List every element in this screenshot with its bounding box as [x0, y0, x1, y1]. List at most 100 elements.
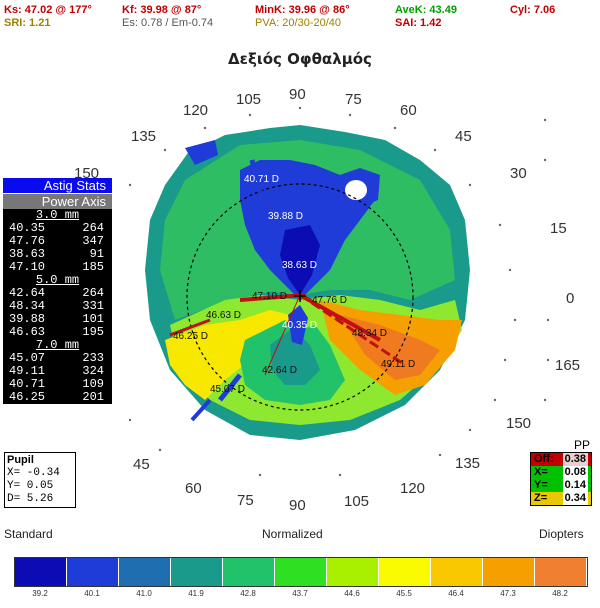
map-label: 45.07 D — [210, 384, 246, 395]
scale-tick-label: 45.5 — [396, 589, 412, 598]
scale-tick-label: 40.1 — [84, 589, 100, 598]
scale-tick-label: 39.2 — [32, 589, 48, 598]
astig-axis: 264 — [82, 221, 104, 235]
cyl-value: Cyl: 7.06 — [510, 4, 556, 16]
scale-swatch — [483, 558, 535, 586]
pp-z-label: Z= — [534, 492, 548, 504]
angle-label: 15 — [550, 220, 567, 237]
pva-value: PVA: 20/30-20/40 — [255, 17, 342, 29]
angle-label: 105 — [236, 91, 262, 108]
map-label: 42.64 D — [262, 365, 298, 376]
scale-swatch — [275, 558, 327, 586]
axis-marker — [169, 318, 211, 337]
scale-tick-label: 44.6 — [344, 589, 360, 598]
color-scale-ticks: 39.2 40.1 41.0 41.9 42.8 43.7 44.6 45.5 46.4 47.3… — [14, 589, 586, 598]
scale-tick-label: 41.9 — [188, 589, 204, 598]
astig-row: 38.63 91 — [3, 248, 112, 261]
angle-label: 135 — [131, 128, 157, 145]
mink-value: MinK: 39.96 @ 86° — [255, 4, 350, 16]
map-label: 47.10 D — [252, 291, 288, 302]
pp-x-value: 0.08 — [562, 466, 588, 479]
angle-label: 150 — [506, 415, 532, 432]
angle-label: 45 — [455, 128, 472, 145]
astig-axis: 195 — [82, 325, 104, 339]
pp-off-value: 0.38 — [562, 453, 588, 466]
angle-label: 60 — [400, 102, 417, 119]
astig-axis: 331 — [82, 299, 104, 313]
astig-row: 47.76 347 — [3, 235, 112, 248]
astig-power: 39.88 — [9, 312, 46, 326]
astig-power: 47.10 — [9, 260, 46, 274]
scale-type-normalized[interactable]: Normalized — [262, 527, 323, 541]
kf-value: Kf: 39.98 @ 87° — [122, 4, 202, 16]
astig-axis: 201 — [82, 390, 104, 404]
astig-row: 45.07 233 — [3, 352, 112, 365]
topography-map — [98, 106, 550, 477]
pp-z-row: Z= 0.34 — [531, 492, 591, 505]
astig-axis: 264 — [82, 286, 104, 300]
axis-marker — [299, 293, 406, 367]
angle-label: 90 — [289, 86, 306, 103]
header-stats: Ks: 47.02 @ 177° Kf: 39.98 @ 87° MinK: 3… — [0, 0, 600, 34]
angle-label: 135 — [455, 455, 481, 472]
angle-labels: 90 105 75 120 60 135 45 150 30 15 0 165 … — [74, 86, 580, 514]
pupil-d: D= 5.26 — [7, 493, 54, 505]
power-axis-header[interactable]: Power Axis — [3, 193, 112, 209]
angle-label: 90 — [289, 497, 306, 514]
astig-axis: 185 — [82, 260, 104, 274]
axis-marker — [190, 398, 212, 422]
astig-power: 48.34 — [9, 299, 46, 313]
scale-swatch — [15, 558, 67, 586]
astig-row: 46.63 195 — [3, 326, 112, 339]
angle-ticks — [98, 106, 550, 477]
map-label: 40.35 D — [282, 320, 318, 331]
map-label: 38.63 D — [282, 260, 318, 271]
astig-power: 38.63 — [9, 247, 46, 261]
page-title: Δεξιός Οφθαλμός — [228, 50, 372, 68]
scale-swatch — [223, 558, 275, 586]
axis-marker — [264, 294, 301, 376]
map-label: 47.76 D — [312, 295, 348, 306]
astig-power: 46.25 — [9, 390, 46, 404]
astig-power: 45.07 — [9, 351, 46, 365]
pupil-y: Y= 0.05 — [7, 480, 54, 492]
scale-swatch — [67, 558, 119, 586]
scale-tick-label: 46.4 — [448, 589, 464, 598]
angle-label: 75 — [345, 91, 362, 108]
pp-box: PP Off: 0.38 X= 0.08 Y= 0.14 Z= 0.34 — [530, 438, 592, 506]
astig-row: 39.88 101 — [3, 313, 112, 326]
map-label: 46.63 D — [206, 310, 242, 321]
astig-power: 42.64 — [9, 286, 46, 300]
astig-power: 49.11 — [9, 364, 46, 378]
pp-z-value: 0.34 — [562, 492, 588, 505]
map-label: 48.34 D — [352, 328, 388, 339]
astig-power: 47.76 — [9, 234, 46, 248]
scale-swatch — [119, 558, 171, 586]
sai-value: SAI: 1.42 — [395, 17, 442, 29]
pupil-circle — [186, 183, 414, 411]
angle-label: 105 — [344, 493, 370, 510]
astig-row: 48.34 331 — [3, 300, 112, 313]
astig-section-label: 5.0 mm — [35, 273, 80, 287]
ks-value: Ks: 47.02 @ 177° — [4, 4, 92, 16]
scale-tick-label: 43.7 — [292, 589, 308, 598]
astig-stats-header[interactable]: Astig Stats — [3, 178, 112, 193]
scale-swatch — [535, 558, 587, 586]
axis-marker — [218, 373, 242, 402]
astig-axis: 347 — [82, 234, 104, 248]
pp-off-row: Off: 0.38 — [531, 453, 591, 466]
astig-row: 42.64 264 — [3, 287, 112, 300]
scale-tick-label: 48.2 — [552, 589, 568, 598]
pp-title: PP — [573, 438, 590, 452]
scale-type-standard[interactable]: Standard — [4, 527, 53, 541]
axis-marker — [249, 159, 265, 201]
pp-off-label: Off: — [534, 453, 554, 465]
pp-y-value: 0.14 — [562, 479, 588, 492]
pp-y-label: Y= — [534, 479, 548, 491]
map-bottom-teal — [270, 330, 320, 385]
map-label: 40.71 D — [244, 174, 280, 185]
unit-diopters: Diopters — [539, 527, 584, 541]
color-scale-bar — [14, 557, 588, 587]
astig-section-label: 3.0 mm — [35, 208, 80, 222]
angle-label: 60 — [185, 480, 202, 497]
